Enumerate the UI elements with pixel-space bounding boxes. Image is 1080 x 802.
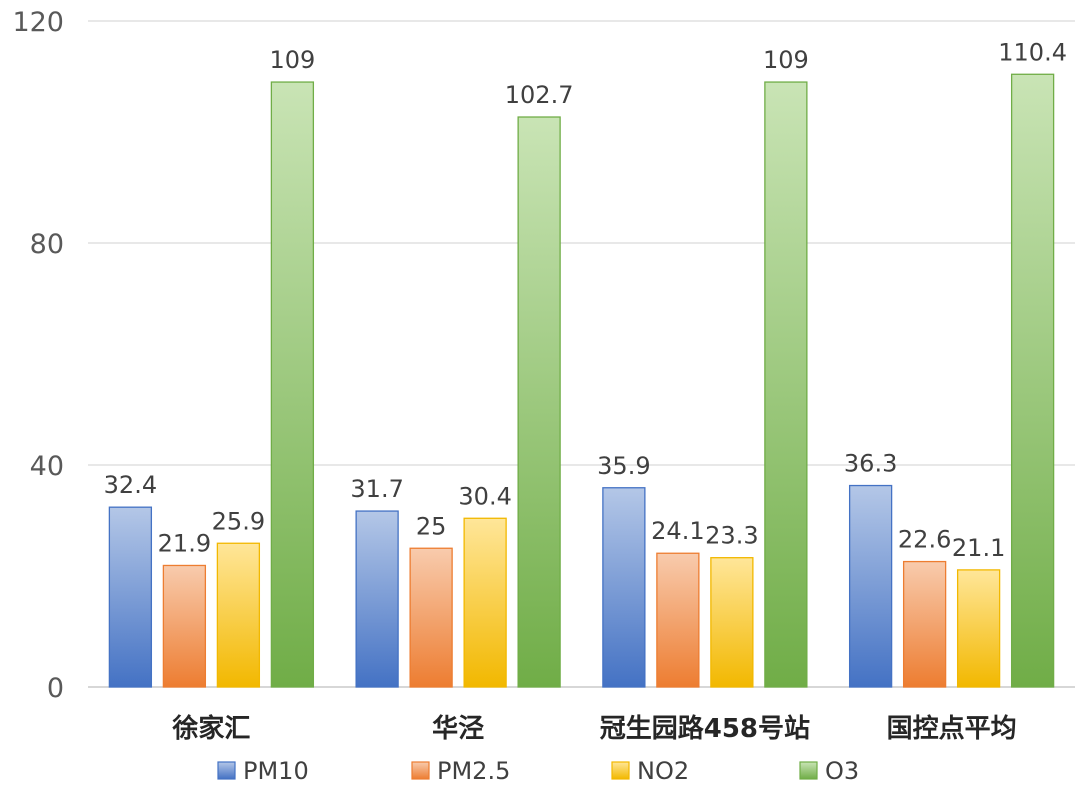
bar-no2-3 <box>956 569 1001 688</box>
y-tick-label: 80 <box>30 229 64 260</box>
data-label: 35.9 <box>597 452 650 480</box>
bar-pm25-3 <box>902 560 947 688</box>
bar-pm10-1 <box>355 510 399 688</box>
data-label: 109 <box>269 46 315 74</box>
data-label: 31.7 <box>350 475 403 503</box>
legend-item: PM10 <box>217 757 309 785</box>
bar-pm10-3 <box>848 484 893 688</box>
x-category-label: 华泾 <box>432 713 484 744</box>
legend-swatch <box>611 761 630 780</box>
data-label: 30.4 <box>458 482 511 510</box>
data-label: 109 <box>763 46 809 74</box>
data-label: 25 <box>416 512 447 540</box>
legend: PM10 PM2.5 NO2 O3 <box>217 757 859 785</box>
legend-label: PM2.5 <box>437 757 510 785</box>
y-tick-label: 0 <box>47 673 64 704</box>
bar-no2-1 <box>463 517 507 688</box>
data-labels: 32.4 21.925.9 109 31.7 25 30.4 102.7 35.9 24.1 23… <box>104 38 1067 562</box>
legend-swatch <box>217 761 236 780</box>
data-label: 23.3 <box>705 522 758 550</box>
data-label: 110.4 <box>998 38 1067 66</box>
data-label: 24.1 <box>651 517 704 545</box>
bar-o3-1 <box>517 116 561 688</box>
x-category-label: 徐家汇 <box>171 713 250 744</box>
data-label: 36.3 <box>844 450 897 478</box>
legend-label: PM10 <box>243 757 309 785</box>
bar-pm25-2 <box>656 552 700 688</box>
x-category-label: 冠生园路458号站 <box>600 713 810 744</box>
legend-label: O3 <box>825 757 859 785</box>
bar-o3-2 <box>764 81 808 688</box>
y-tick-label: 40 <box>30 451 64 482</box>
bar-pm10-0 <box>108 506 153 688</box>
legend-item: O3 <box>799 757 859 785</box>
y-axis: 0 40 80 120 <box>12 7 64 704</box>
data-label: 21.1 <box>952 534 1005 562</box>
legend-item: PM2.5 <box>411 757 510 785</box>
bar-o3-0 <box>270 81 315 688</box>
legend-swatch <box>411 761 430 780</box>
bar-o3-3 <box>1010 73 1055 688</box>
y-tick-label: 120 <box>12 7 64 38</box>
data-label: 21.9 <box>158 529 211 557</box>
bar-pm25-1 <box>409 547 453 688</box>
x-axis: 徐家汇 华泾 冠生园路458号站 国控点平均 <box>171 713 1016 744</box>
data-label: 102.7 <box>505 81 574 109</box>
legend-item: NO2 <box>611 757 689 785</box>
bar-no2-2 <box>710 557 754 688</box>
data-label: 22.6 <box>898 526 951 554</box>
x-category-label: 国控点平均 <box>887 713 1017 744</box>
bar-pm25-0 <box>162 564 207 688</box>
bar-pm10-2 <box>602 487 646 688</box>
bar-no2-0 <box>216 542 261 688</box>
legend-swatch <box>799 761 818 780</box>
data-label: 32.4 <box>104 471 157 499</box>
bars <box>108 73 1055 688</box>
legend-label: NO2 <box>637 757 689 785</box>
data-label: 25.9 <box>212 507 265 535</box>
